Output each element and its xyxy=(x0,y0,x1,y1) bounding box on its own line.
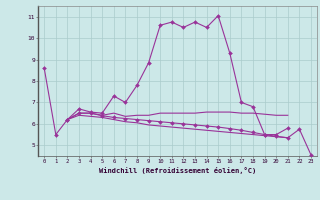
X-axis label: Windchill (Refroidissement éolien,°C): Windchill (Refroidissement éolien,°C) xyxy=(99,167,256,174)
